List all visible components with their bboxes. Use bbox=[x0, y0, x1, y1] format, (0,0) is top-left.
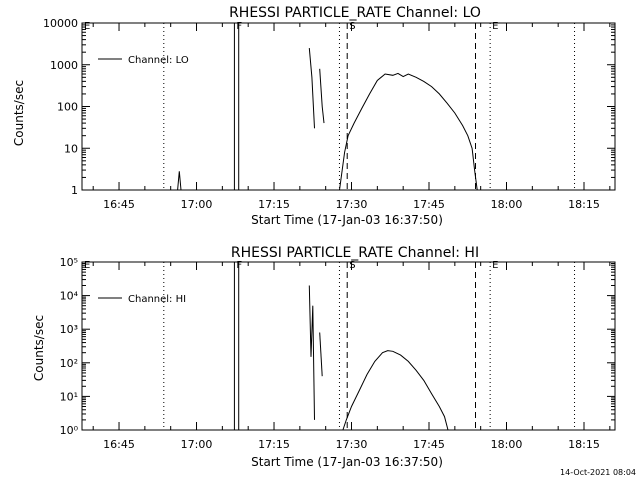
x-axis-label-lo: Start Time (17-Jan-03 16:37:50) bbox=[251, 213, 443, 227]
series-lo bbox=[177, 48, 478, 191]
plot-frame-hi bbox=[81, 261, 616, 431]
y-axis-ticks-hi: 10⁰ 10¹ 10² 10³ 10⁴ 10⁵ bbox=[60, 256, 615, 437]
y-tick-label: 10⁴ bbox=[60, 290, 79, 303]
x-tick-label: 17:00 bbox=[181, 438, 213, 451]
x-tick-label: 17:30 bbox=[336, 198, 368, 211]
y-tick-label: 10⁵ bbox=[60, 256, 78, 269]
y-tick-label: 10⁰ bbox=[60, 424, 79, 437]
series-hi bbox=[308, 285, 449, 431]
series-segment-1 bbox=[319, 332, 323, 377]
x-tick-label: 17:15 bbox=[258, 198, 290, 211]
x-tick-label: 18:15 bbox=[568, 438, 600, 451]
plot-frame-lo bbox=[81, 22, 616, 191]
y-tick-label: 10000 bbox=[43, 17, 78, 30]
series-segment-0 bbox=[308, 285, 315, 420]
y-axis-ticks-lo: 1 10 100 1000 10000 bbox=[43, 17, 615, 197]
y-tick-label: 1 bbox=[71, 184, 78, 197]
marker-label-e: E bbox=[84, 21, 90, 32]
x-tick-label: 16:45 bbox=[103, 438, 135, 451]
series-segment-2 bbox=[342, 350, 449, 431]
x-tick-label: 18:00 bbox=[491, 438, 523, 451]
marker-label-s: S bbox=[349, 21, 355, 32]
x-tick-label: 18:15 bbox=[568, 198, 600, 211]
chart-title-lo: RHESSI PARTICLE_RATE Channel: LO bbox=[229, 5, 481, 21]
x-axis-label-hi: Start Time (17-Jan-03 16:37:50) bbox=[251, 455, 443, 469]
y-tick-label: 100 bbox=[57, 101, 78, 114]
footer-timestamp: 14-Oct-2021 08:04 bbox=[560, 468, 636, 477]
x-tick-label: 16:45 bbox=[103, 198, 135, 211]
legend-label-lo: Channel: LO bbox=[128, 55, 189, 66]
series-segment-0 bbox=[177, 171, 182, 191]
y-axis-label-lo: Counts/sec bbox=[12, 80, 26, 146]
x-tick-label: 18:00 bbox=[491, 198, 523, 211]
x-axis-ticks-lo: 16:45 17:00 17:15 17:30 17:45 18:00 18:15 bbox=[92, 23, 611, 211]
y-tick-label: 10² bbox=[60, 357, 78, 370]
series-segment-2 bbox=[319, 68, 325, 124]
x-tick-label: 17:00 bbox=[181, 198, 213, 211]
series-segment-3 bbox=[339, 72, 478, 191]
series-segment-1 bbox=[308, 48, 315, 129]
x-axis-ticks-hi: 16:45 17:00 17:15 17:30 17:45 18:00 18:15 bbox=[92, 262, 611, 451]
chart-panel-hi: RHESSI PARTICLE_RATE Channel: HI E F S E 10… bbox=[32, 245, 616, 469]
marker-label-e: E bbox=[492, 21, 498, 32]
marker-label-f: F bbox=[236, 21, 242, 32]
marker-label-e: E bbox=[492, 260, 498, 271]
x-tick-label: 17:45 bbox=[413, 198, 445, 211]
y-tick-label: 10¹ bbox=[60, 390, 78, 403]
marker-label-e: E bbox=[84, 260, 90, 271]
marker-label-f: F bbox=[236, 260, 242, 271]
x-tick-label: 17:45 bbox=[413, 438, 445, 451]
marker-label-s: S bbox=[349, 260, 355, 271]
legend-label-hi: Channel: HI bbox=[128, 294, 186, 305]
y-tick-label: 10³ bbox=[60, 323, 78, 336]
y-tick-label: 1000 bbox=[50, 59, 78, 72]
y-tick-label: 10 bbox=[64, 142, 78, 155]
x-tick-label: 17:15 bbox=[258, 438, 290, 451]
y-axis-label-hi: Counts/sec bbox=[32, 315, 46, 381]
chart-title-hi: RHESSI PARTICLE_RATE Channel: HI bbox=[231, 245, 479, 261]
x-tick-label: 17:30 bbox=[336, 438, 368, 451]
